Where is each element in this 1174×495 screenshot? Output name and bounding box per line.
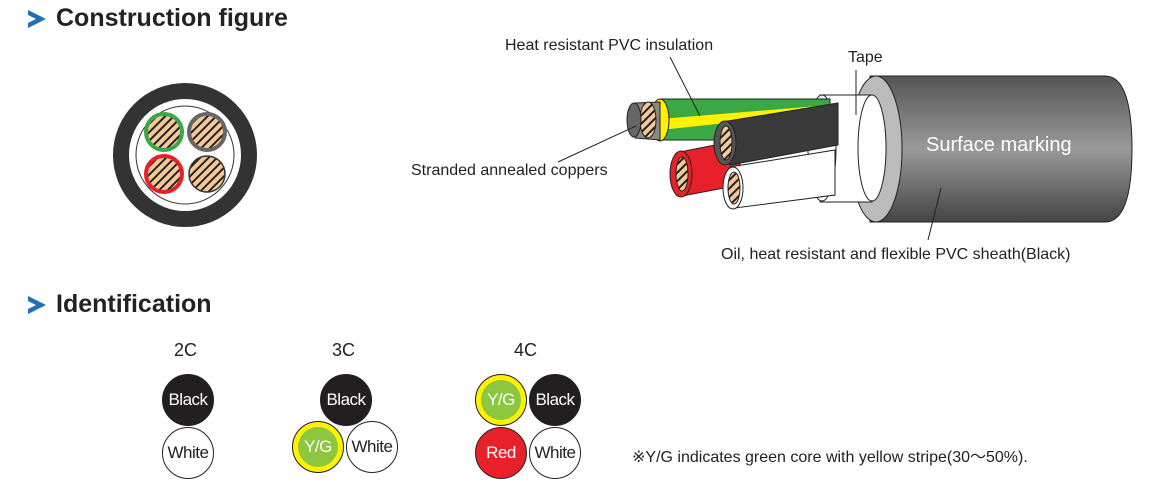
identification-heading: Identification <box>28 290 212 319</box>
cross-section <box>113 83 257 227</box>
group-label: 2C <box>174 340 198 360</box>
core-black: Black <box>529 374 581 426</box>
construction-heading: Construction figure <box>28 4 288 33</box>
core-white: White <box>529 427 581 479</box>
core-white: White <box>346 421 398 473</box>
label-conductor: Stranded annealed coppers <box>411 162 608 179</box>
label-tape: Tape <box>848 49 883 66</box>
cable-3d <box>557 56 1133 241</box>
core-white: White <box>162 427 214 479</box>
group-label: 3C <box>332 340 356 360</box>
chevron-icon <box>28 9 46 28</box>
group-label: 4C <box>514 340 538 360</box>
label-sheath: Oil, heat resistant and flexible PVC she… <box>721 246 1071 263</box>
core-yellow-green: Y/G <box>475 374 527 426</box>
core-yellow-green: Y/G <box>292 421 344 473</box>
core-red: Red <box>475 427 527 479</box>
label-insulation: Heat resistant PVC insulation <box>505 37 714 54</box>
yg-note: ※Y/G indicates green core with yellow st… <box>632 449 1028 466</box>
label-surface-marking: Surface marking <box>926 134 1072 156</box>
heading-text: Identification <box>56 290 212 318</box>
core-black: Black <box>162 374 214 426</box>
core-black: Black <box>320 374 372 426</box>
heading-text: Construction figure <box>56 4 288 32</box>
chevron-icon <box>28 295 46 314</box>
